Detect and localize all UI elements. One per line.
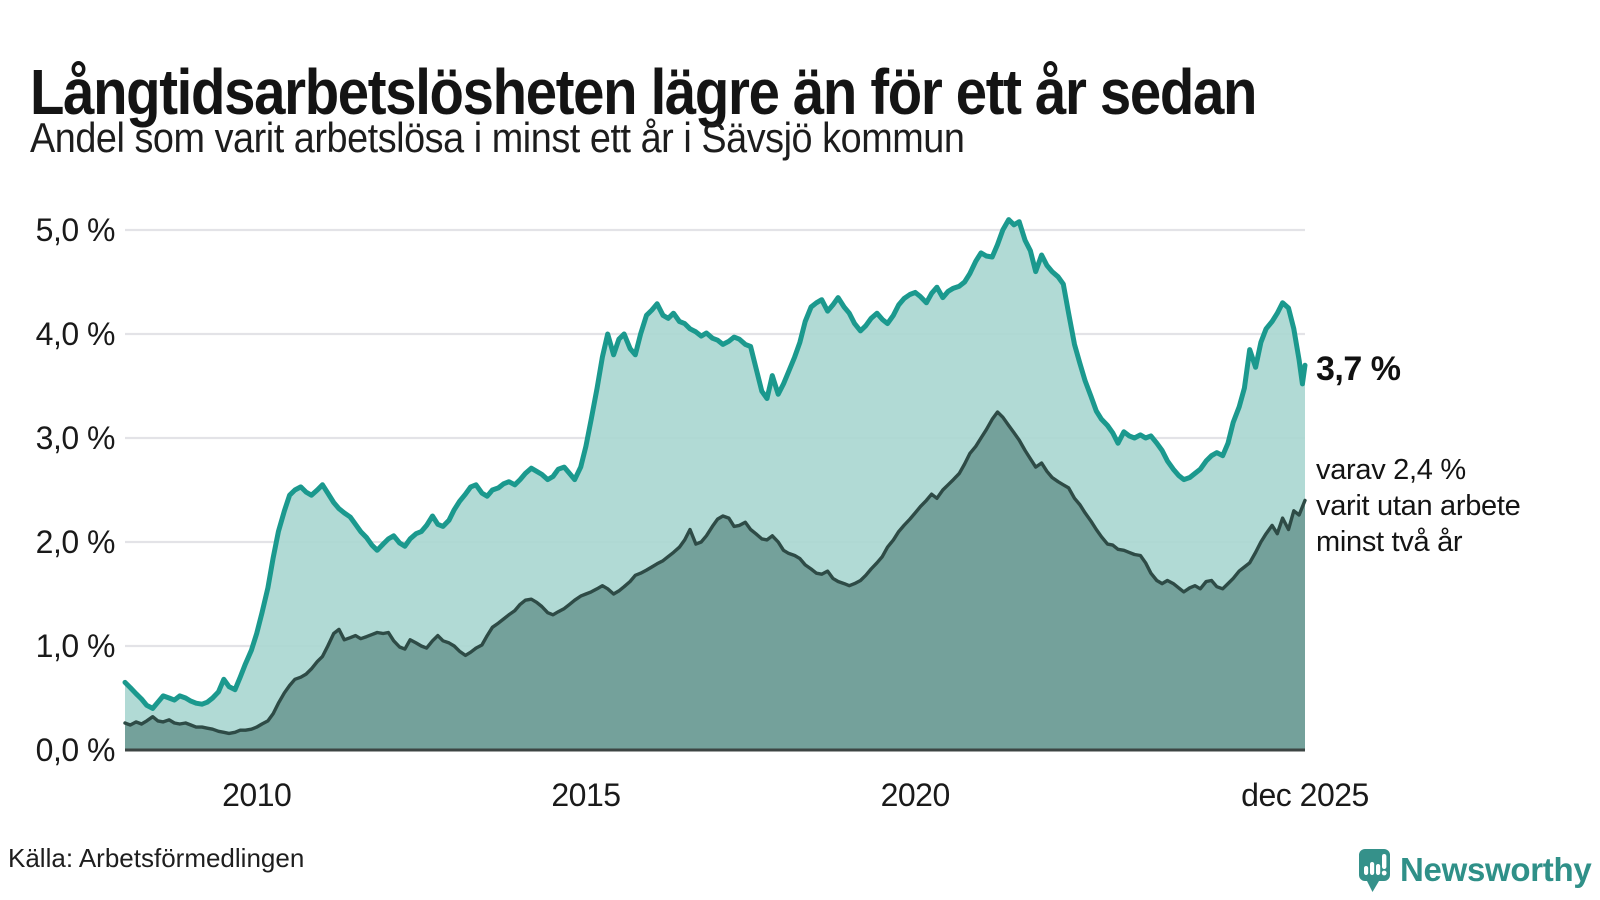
latest-value-annotation: 3,7 % <box>1316 350 1401 388</box>
bar-chart-speech-bubble-icon <box>1359 848 1390 892</box>
logo-text: Newsworthy <box>1400 851 1592 888</box>
secondary-value-annotation: varav 2,4 % varit utan arbete minst två … <box>1316 454 1521 558</box>
line-arbetslosa-minst-ett-ar <box>122 217 1308 711</box>
page-title: Långtidsarbetslösheten lägre än för ett … <box>30 55 1257 128</box>
page-subtitle: Andel som varit arbetslösa i minst ett å… <box>30 114 965 161</box>
source-note: Källa: Arbetsförmedlingen <box>8 843 305 873</box>
newsworthy-logo: Newsworthy <box>1358 846 1592 894</box>
area-utan-arbete-minst-tva-ar <box>125 412 1305 750</box>
line-utan-arbete-minst-tva-ar <box>123 410 1307 736</box>
